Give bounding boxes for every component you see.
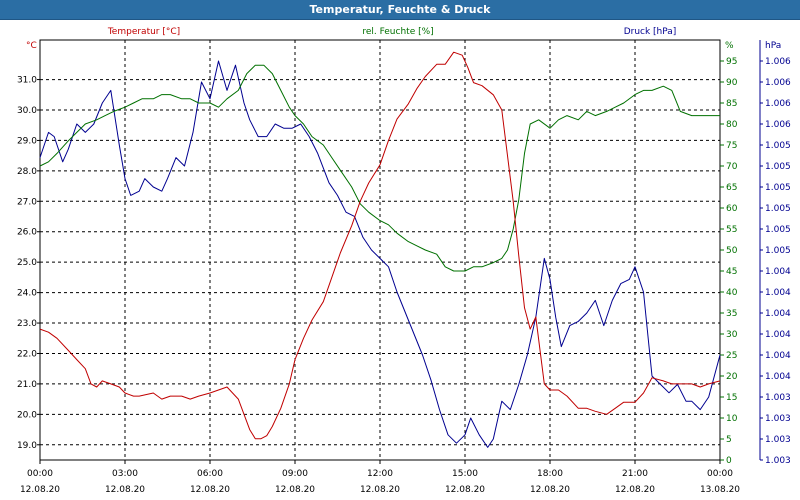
date-tick-label: 12.08.20	[105, 485, 145, 495]
pressure-tick-label: 1.005	[765, 225, 791, 235]
date-tick-label: 12.08.20	[190, 485, 230, 495]
pressure-axis-label: Druck [hPa]	[624, 27, 677, 37]
pressure-tick-label: 1.004	[765, 351, 791, 361]
temperature-tick-label: 29.0	[17, 136, 37, 146]
humidity-tick-label: 55	[726, 225, 737, 235]
series-line-humidity	[39, 64, 720, 272]
humidity-tick-label: 75	[726, 141, 737, 151]
time-tick-label: 06:00	[197, 469, 223, 479]
pressure-tick-label: 1.003	[765, 414, 791, 424]
pressure-tick-label: 1.005	[765, 183, 791, 193]
date-tick-label: 12.08.20	[360, 485, 400, 495]
temperature-tick-label: 23.0	[17, 319, 37, 329]
humidity-tick-label: 30	[726, 330, 738, 340]
temperature-unit: °C	[26, 41, 37, 51]
humidity-tick-label: 95	[726, 57, 737, 67]
temperature-tick-label: 24.0	[17, 289, 37, 299]
humidity-tick-label: 5	[726, 435, 732, 445]
title-bar: Temperatur, Feuchte & Druck	[0, 0, 800, 20]
time-tick-label: 03:00	[112, 469, 138, 479]
pressure-tick-label: 1.006	[765, 120, 791, 130]
temperature-axis: 19.0 20.0 21.0 22.0 23.0 24.0 25.0 26.0 27.0 28.0…	[17, 76, 40, 451]
pressure-tick-label: 1.005	[765, 162, 791, 172]
humidity-axis-label: rel. Feuchte [%]	[362, 27, 433, 37]
humidity-tick-label: 80	[726, 120, 738, 130]
temperature-tick-label: 19.0	[17, 441, 37, 451]
pressure-tick-label: 1.005	[765, 141, 791, 151]
temperature-tick-label: 31.0	[17, 76, 37, 86]
humidity-tick-label: 35	[726, 309, 737, 319]
temperature-tick-label: 28.0	[17, 167, 37, 177]
humidity-tick-label: 45	[726, 267, 737, 277]
humidity-tick-label: 50	[726, 246, 738, 256]
pressure-tick-label: 1.006	[765, 57, 791, 67]
grid	[40, 40, 720, 460]
temperature-tick-label: 27.0	[17, 197, 37, 207]
humidity-tick-label: 90	[726, 78, 738, 88]
pressure-tick-label: 1.004	[765, 330, 791, 340]
date-tick-label: 12.08.20	[445, 485, 485, 495]
pressure-axis: 1.006 1.006 1.006 1.006 1.005 1.005 1.005 1.005…	[759, 40, 791, 466]
date-tick-label: 13.08.20	[700, 485, 740, 495]
humidity-tick-label: 0	[726, 456, 732, 466]
humidity-tick-label: 40	[726, 288, 738, 298]
time-tick-label: 00:00	[27, 469, 53, 479]
humidity-unit: %	[725, 41, 734, 51]
window-title: Temperatur, Feuchte & Druck	[309, 3, 491, 16]
time-tick-label: 21:00	[622, 469, 648, 479]
temperature-tick-label: 25.0	[17, 258, 37, 268]
pressure-tick-label: 1.006	[765, 99, 791, 109]
series-line-pressure	[39, 60, 721, 448]
pressure-unit: hPa	[765, 41, 781, 51]
date-tick-label: 12.08.20	[20, 485, 60, 495]
pressure-tick-label: 1.003	[765, 456, 791, 466]
time-tick-label: 15:00	[452, 469, 478, 479]
temperature-tick-label: 22.0	[17, 349, 37, 359]
humidity-tick-label: 65	[726, 183, 737, 193]
pressure-tick-label: 1.005	[765, 204, 791, 214]
time-tick-label: 12:00	[367, 469, 393, 479]
humidity-axis: 0 5 10 15 20 25 30 35 40 45 50 55 60 65 70 75 80 85 90 95	[720, 57, 738, 466]
time-tick-label: 18:00	[537, 469, 563, 479]
humidity-tick-label: 15	[726, 393, 737, 403]
temperature-tick-label: 21.0	[17, 380, 37, 390]
humidity-tick-label: 20	[726, 372, 738, 382]
date-tick-label: 12.08.20	[275, 485, 315, 495]
pressure-tick-label: 1.003	[765, 393, 791, 403]
humidity-tick-label: 60	[726, 204, 738, 214]
humidity-tick-label: 10	[726, 414, 738, 424]
pressure-tick-label: 1.006	[765, 78, 791, 88]
humidity-tick-label: 70	[726, 162, 738, 172]
temperature-tick-label: 20.0	[17, 410, 37, 420]
time-tick-label: 09:00	[282, 469, 308, 479]
time-axis: 00:00 12.08.20 03:00 12.08.20 06:00 12.08.20 0…	[20, 460, 740, 495]
temperature-axis-label: Temperatur [°C]	[107, 27, 180, 37]
pressure-tick-label: 1.003	[765, 435, 791, 445]
humidity-tick-label: 25	[726, 351, 737, 361]
axis-headers: Temperatur [°C] rel. Feuchte [%] Druck […	[26, 27, 781, 51]
pressure-tick-label: 1.004	[765, 288, 791, 298]
date-tick-label: 12.08.20	[615, 485, 655, 495]
temperature-tick-label: 26.0	[17, 228, 37, 238]
date-tick-label: 12.08.20	[530, 485, 570, 495]
humidity-tick-label: 85	[726, 99, 737, 109]
temperature-tick-label: 30.0	[17, 106, 37, 116]
pressure-tick-label: 1.005	[765, 246, 791, 256]
time-tick-label: 00:00	[707, 469, 733, 479]
pressure-tick-label: 1.004	[765, 372, 791, 382]
series-line-temperature	[39, 51, 721, 440]
pressure-tick-label: 1.004	[765, 267, 791, 277]
pressure-tick-label: 1.004	[765, 309, 791, 319]
series-layer	[39, 51, 721, 448]
